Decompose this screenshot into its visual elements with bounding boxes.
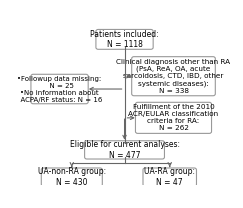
Text: Eligible for current analyses:
N = 477: Eligible for current analyses: N = 477 [69,140,180,160]
Text: UA-non-RA group:
N = 430: UA-non-RA group: N = 430 [38,167,106,187]
Text: •Followup data missing:
  N = 25
•No information about
  ACPA/RF status: N = 16: •Followup data missing: N = 25 •No infor… [16,76,103,103]
FancyBboxPatch shape [132,57,215,96]
Text: Fulfillment of the 2010
ACR/EULAR classification
criteria for RA:
N = 262: Fulfillment of the 2010 ACR/EULAR classi… [129,104,218,131]
FancyBboxPatch shape [85,141,165,159]
FancyBboxPatch shape [96,30,153,49]
FancyBboxPatch shape [31,74,88,104]
FancyBboxPatch shape [135,102,212,133]
FancyBboxPatch shape [41,168,102,186]
FancyBboxPatch shape [143,168,197,186]
Text: UA-RA group:
N = 47: UA-RA group: N = 47 [144,167,195,187]
Text: Patients included:
N = 1118: Patients included: N = 1118 [90,30,159,49]
Text: Clinical diagnosis other than RA
(PsA, ReA, OA, acute
sarcoidosis, CTD, IBD, oth: Clinical diagnosis other than RA (PsA, R… [116,59,231,94]
